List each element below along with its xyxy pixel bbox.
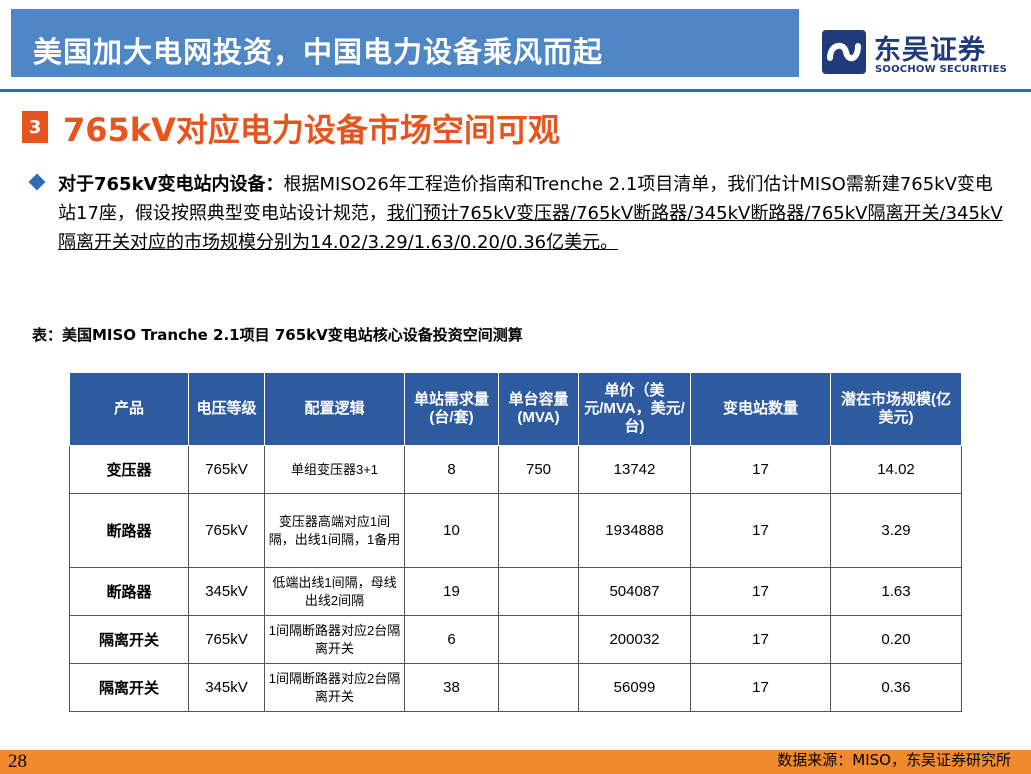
col-header-capacity: 单台容量(MVA)	[498, 372, 579, 446]
logo-text-en: SOOCHOW SECURITIES	[875, 64, 1008, 75]
cell-price: 13742	[578, 445, 691, 494]
cell-qty: 38	[404, 663, 499, 712]
col-header-product: 产品	[69, 372, 189, 446]
col-header-voltage: 电压等级	[188, 372, 265, 446]
cell-qty: 8	[404, 445, 499, 494]
cell-stations: 17	[690, 663, 831, 712]
cell-market: 1.63	[830, 567, 962, 616]
cell-voltage: 765kV	[188, 615, 265, 664]
cell-logic: 低端出线1间隔，母线出线2间隔	[264, 567, 405, 616]
soochow-logo: 东吴证券 SOOCHOW SECURITIES	[822, 30, 1012, 80]
col-header-price: 单价（美元/MVA，美元/台)	[578, 372, 691, 446]
table-row: 断路器 765kV 变压器高端对应1间隔，出线1间隔，1备用 10 193488…	[69, 493, 962, 568]
cell-logic: 单组变压器3+1	[264, 445, 405, 494]
cell-product: 变压器	[69, 445, 189, 494]
paragraph-text: 根据MISO26年工程造价指南和Trenche 2.1项目清单，我们估计MISO…	[58, 174, 993, 224]
cell-product: 隔离开关	[69, 615, 189, 664]
cell-logic: 变压器高端对应1间隔，出线1间隔，1备用	[264, 493, 405, 568]
paragraph-lead: 对于765kV变电站内设备：	[58, 174, 284, 195]
cell-qty: 10	[404, 493, 499, 568]
cell-market: 3.29	[830, 493, 962, 568]
cell-market: 0.36	[830, 663, 962, 712]
cell-logic: 1间隔断路器对应2台隔离开关	[264, 663, 405, 712]
cell-product: 断路器	[69, 567, 189, 616]
col-header-qty: 单站需求量(台/套)	[404, 372, 499, 446]
cell-qty: 6	[404, 615, 499, 664]
cell-price: 56099	[578, 663, 691, 712]
bullet-diamond-icon	[28, 173, 46, 191]
page-number: 28	[8, 751, 27, 772]
equipment-investment-table: 产品 电压等级 配置逻辑 单站需求量(台/套) 单台容量(MVA) 单价（美元/…	[69, 372, 962, 712]
header-bar: 美国加大电网投资，中国电力设备乘风而起	[11, 9, 799, 77]
footer-bar	[0, 750, 1031, 774]
table-row: 断路器 345kV 低端出线1间隔，母线出线2间隔 19 504087 17 1…	[69, 567, 962, 616]
cell-capacity	[498, 663, 579, 712]
cell-market: 14.02	[830, 445, 962, 494]
cell-product: 断路器	[69, 493, 189, 568]
slide-title: 美国加大电网投资，中国电力设备乘风而起	[33, 35, 604, 69]
soochow-logo-icon	[822, 30, 866, 74]
cell-logic: 1间隔断路器对应2台隔离开关	[264, 615, 405, 664]
body-paragraph: 对于765kV变电站内设备：根据MISO26年工程造价指南和Trenche 2.…	[58, 170, 1003, 257]
section-title: 765kV对应电力设备市场空间可观	[63, 111, 560, 149]
cell-voltage: 765kV	[188, 445, 265, 494]
section-number-badge: 3	[22, 111, 48, 143]
table-row: 隔离开关 345kV 1间隔断路器对应2台隔离开关 38 56099 17 0.…	[69, 663, 962, 712]
cell-voltage: 345kV	[188, 663, 265, 712]
paragraph-underlined: 我们预计765kV变压器/765kV断路器/345kV断路器/765kV隔离开关…	[58, 203, 1003, 253]
cell-capacity	[498, 567, 579, 616]
cell-market: 0.20	[830, 615, 962, 664]
data-source: 数据来源：MISO，东吴证券研究所	[777, 751, 1011, 769]
cell-price: 200032	[578, 615, 691, 664]
cell-price: 504087	[578, 567, 691, 616]
cell-stations: 17	[690, 567, 831, 616]
cell-stations: 17	[690, 445, 831, 494]
cell-voltage: 765kV	[188, 493, 265, 568]
cell-product: 隔离开关	[69, 663, 189, 712]
table-caption: 表：美国MISO Tranche 2.1项目 765kV变电站核心设备投资空间测…	[32, 326, 523, 344]
logo-text-cn: 东吴证券	[874, 35, 986, 66]
cell-stations: 17	[690, 615, 831, 664]
cell-capacity	[498, 493, 579, 568]
cell-stations: 17	[690, 493, 831, 568]
cell-price: 1934888	[578, 493, 691, 568]
table-row: 变压器 765kV 单组变压器3+1 8 750 13742 17 14.02	[69, 445, 962, 494]
table-header-row: 产品 电压等级 配置逻辑 单站需求量(台/套) 单台容量(MVA) 单价（美元/…	[69, 372, 962, 446]
cell-capacity: 750	[498, 445, 579, 494]
col-header-market: 潜在市场规模(亿美元)	[830, 372, 962, 446]
cell-qty: 19	[404, 567, 499, 616]
col-header-logic: 配置逻辑	[264, 372, 405, 446]
col-header-stations: 变电站数量	[690, 372, 831, 446]
cell-capacity	[498, 615, 579, 664]
cell-voltage: 345kV	[188, 567, 265, 616]
header-divider	[0, 89, 1031, 92]
table-row: 隔离开关 765kV 1间隔断路器对应2台隔离开关 6 200032 17 0.…	[69, 615, 962, 664]
